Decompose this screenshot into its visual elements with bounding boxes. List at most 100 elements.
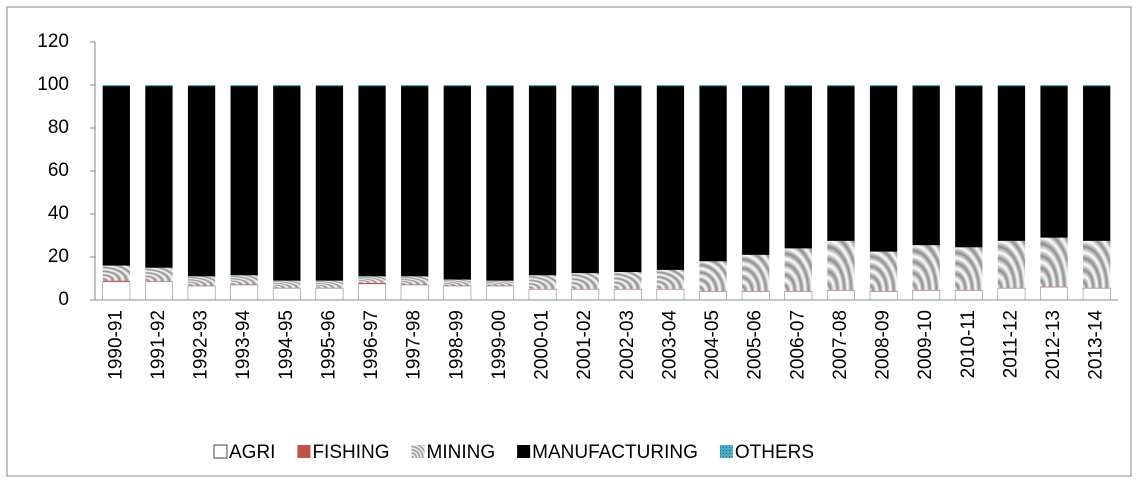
bar-segment: [997, 85, 1026, 87]
bar-segment: [486, 85, 514, 87]
bar-segment: [827, 85, 855, 87]
bar-segment: [315, 85, 344, 87]
bar-segment: [187, 276, 216, 286]
bar-segment: [571, 288, 600, 301]
bar-segment: [145, 86, 173, 268]
bar-segment: [656, 86, 685, 270]
x-tick-label: 2012-13: [1043, 310, 1064, 380]
bar-segment: [742, 254, 770, 291]
bar-segment: [273, 280, 301, 288]
legend-label: FISHING: [312, 442, 389, 463]
x-tick-label: 2001-02: [574, 310, 595, 380]
x-tick-label: 2011-12: [1000, 310, 1021, 378]
bar-segment: [955, 247, 983, 290]
legend-swatch: [297, 445, 311, 458]
x-tick-label: 1998-99: [446, 310, 467, 380]
legend-swatch: [411, 445, 425, 458]
bar-segment: [230, 85, 258, 87]
bar-segment: [869, 86, 898, 252]
bar-segment: [742, 85, 770, 87]
bar-segment: [272, 287, 301, 301]
bar-segment: [401, 85, 429, 87]
bar-segment: [1083, 86, 1111, 241]
bar-segment: [997, 86, 1026, 241]
bar-segment: [102, 281, 131, 301]
x-tick-label: 1992-93: [191, 310, 212, 380]
bar-segment: [1040, 286, 1069, 301]
bar-segment: [613, 288, 642, 301]
x-tick-label: 2013-14: [1086, 310, 1107, 380]
bar-segment: [955, 86, 983, 248]
bar-segment: [315, 86, 344, 281]
bar-segment: [869, 251, 898, 291]
x-tick-label: 1997-98: [404, 310, 425, 380]
bar-segment: [699, 86, 727, 262]
bar-segment: [784, 248, 812, 291]
bar-segment: [145, 85, 173, 87]
x-tick-label: 1996-97: [361, 310, 382, 380]
y-tick-label: 120: [37, 31, 69, 52]
bar-segment: [230, 275, 258, 285]
legend-swatch: [213, 444, 228, 459]
y-tick-label: 0: [58, 289, 69, 310]
bar-segment: [528, 275, 557, 289]
bar-segment: [102, 85, 130, 87]
bar-segment: [486, 86, 514, 281]
y-tick-label: 60: [48, 160, 69, 181]
bar-segment: [954, 290, 983, 301]
bar-segment: [1082, 287, 1111, 301]
bar-segment: [528, 86, 557, 276]
bar-segment: [187, 85, 216, 87]
bar-segment: [784, 86, 812, 249]
legend-label: OTHERS: [735, 442, 814, 463]
bar-segment: [827, 240, 855, 290]
x-tick-label: 2005-06: [745, 310, 766, 380]
bar-segment: [741, 291, 770, 301]
bar-segment: [102, 280, 130, 282]
bar-segment: [699, 85, 727, 87]
x-tick-label: 2002-03: [617, 310, 638, 380]
bar-segment: [315, 287, 344, 301]
bar-segment: [273, 85, 301, 87]
bar-segment: [358, 85, 386, 87]
bar-segment: [401, 86, 429, 277]
bar-segment: [443, 86, 471, 280]
bar-segment: [145, 267, 173, 282]
bar-segment: [656, 269, 685, 289]
x-tick-label: 1999-00: [489, 310, 510, 380]
bar-segment: [400, 284, 429, 301]
x-tick-label: 1990-91: [105, 310, 126, 380]
bar-segment: [699, 291, 728, 301]
bar-segment: [273, 86, 301, 281]
bar-segment: [1083, 85, 1111, 87]
x-tick-label: 2006-07: [787, 310, 808, 380]
bar-segment: [1083, 240, 1111, 288]
bar-segment: [869, 85, 898, 87]
x-tick-label: 2000-01: [532, 310, 553, 380]
bar-segment: [358, 86, 386, 277]
bar-segment: [102, 86, 130, 266]
y-tick-label: 100: [37, 74, 69, 95]
bar-segment: [443, 279, 471, 286]
bar-segment: [1040, 86, 1068, 238]
bar-segment: [614, 85, 642, 87]
bar-segment: [230, 86, 258, 276]
bar-segment: [1040, 85, 1068, 87]
x-tick-label: 1994-95: [276, 310, 297, 380]
bar-segment: [315, 280, 344, 288]
legend-swatch: [719, 445, 733, 458]
bar-segment: [102, 265, 130, 281]
bar-segment: [827, 86, 855, 241]
bar-segment: [358, 282, 386, 284]
bar-segment: [742, 86, 770, 255]
bar-segment: [614, 86, 642, 273]
bar-segment: [912, 245, 940, 290]
x-tick-label: 2009-10: [915, 310, 936, 380]
bar-segment: [187, 285, 216, 301]
x-tick-label: 2008-09: [873, 310, 894, 380]
bar-segment: [997, 240, 1026, 288]
x-tick-label: 1993-94: [233, 310, 254, 380]
bar-segment: [912, 290, 941, 301]
bar-segment: [443, 85, 471, 87]
